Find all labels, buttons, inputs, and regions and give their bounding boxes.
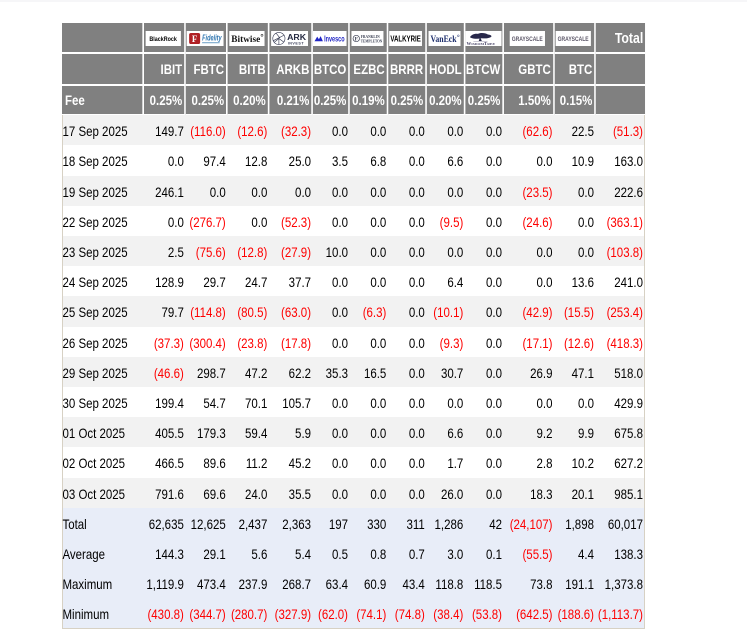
svg-text:Invesco: Invesco — [324, 35, 345, 44]
svg-text:VALKYRIE: VALKYRIE — [390, 35, 421, 44]
svg-text:WISDOMTREE: WISDOMTREE — [466, 41, 495, 46]
svg-text:FRANKLIN: FRANKLIN — [361, 34, 380, 39]
svg-text:BlackRock: BlackRock — [149, 36, 177, 43]
svg-text:GRAYSCALE: GRAYSCALE — [512, 36, 544, 43]
svg-text:TEMPLETON: TEMPLETON — [361, 39, 383, 44]
svg-text:GRAYSCALE: GRAYSCALE — [558, 36, 590, 43]
svg-text:F: F — [192, 34, 198, 44]
svg-text:Bitwise: Bitwise — [231, 35, 260, 45]
svg-text:Fidelity: Fidelity — [202, 33, 222, 43]
svg-text:ARK: ARK — [287, 33, 307, 43]
svg-text:F: F — [354, 37, 358, 43]
svg-text:INVEST: INVEST — [287, 42, 304, 46]
svg-text:VanEck: VanEck — [430, 35, 457, 45]
